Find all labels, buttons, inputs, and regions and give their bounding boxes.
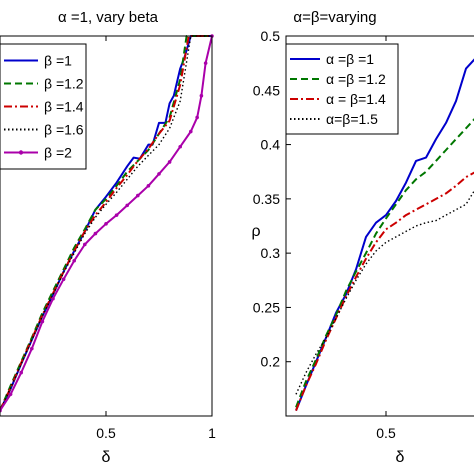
right-chart-legend-label: α =β =1 [326,51,374,67]
left-chart-xtick-label: 0.5 [96,425,116,441]
left-chart-series-point [146,184,151,188]
left-chart-legend-label: β =1.4 [44,99,84,115]
left-chart-title: α =1, vary beta [58,9,159,26]
left-chart-xlabel: δ [102,449,111,466]
left-chart-series-point [114,213,119,217]
right-chart-ticks: 0.5 0.2 0.25 0.3 0.35 0.4 0.45 0.5 [253,28,396,441]
right-chart-ytick-label: 0.35 [253,191,280,207]
left-chart-legend-label: β =1.6 [44,122,84,138]
left-chart-series-point [19,370,24,375]
left-chart-series-point [83,242,87,247]
left-chart-series-point [104,222,108,226]
left-chart-xtick-label: 1 [208,425,216,441]
left-chart-series-point [51,296,55,301]
right-chart-ytick-label: 0.3 [261,245,281,261]
left-chart: α =1, vary beta δ 0.5 1 β =1β =1.2β =1.4β… [0,9,216,466]
right-chart-series-line-2 [295,118,474,408]
left-chart-legend-marker [18,150,24,155]
left-chart-legend-label: β =1 [44,53,72,69]
left-chart-series-point [178,144,182,149]
right-chart-ytick-label: 0.4 [261,137,281,153]
left-chart-series-point [189,129,193,134]
right-chart-xlabel: δ [396,449,405,466]
left-chart-series-point [203,61,208,65]
right-chart-legend-label: α =β =1.2 [326,71,386,87]
right-chart-ytick-label: 0.5 [261,28,281,44]
left-chart-frame [0,35,213,417]
left-chart-series-line-4 [0,35,212,411]
left-chart-series-point [136,193,140,198]
right-chart-legend-label: α=β=1.5 [326,111,378,127]
left-chart-series-line-3 [0,35,212,412]
right-chart-legend: α =β =1 α =β =1.2 α = β=1.4 α=β=1.5 [285,43,399,135]
left-chart-legend-label: β =2 [44,145,72,161]
right-chart-series-line-4 [295,189,474,395]
left-chart-series-point [157,172,161,176]
right-chart: α=β=varying δ ρ 0.5 0.2 0.25 0.3 0.35 0.4 0.45… [251,9,474,466]
left-chart-series-point [40,319,45,324]
right-chart-series [295,58,474,411]
right-chart-frame [285,35,474,417]
right-chart-ytick-label: 0.2 [261,354,281,370]
right-chart-series-line-3 [295,171,474,411]
left-chart-series [0,34,214,413]
left-chart-series-point [61,277,66,282]
left-chart-series-point [167,160,172,164]
right-chart-title: α=β=varying [293,9,376,26]
left-chart-series-point [8,392,13,397]
left-chart-series-point [195,115,199,120]
left-chart-legend-label: β =1.2 [44,76,84,92]
left-chart-series-point [125,203,129,208]
right-chart-ytick-label: 0.25 [253,299,280,315]
right-chart-ylabel: ρ [251,223,260,240]
left-chart-series-point [30,346,34,351]
left-chart-legend: β =1 β =1.2 β =1.4 β =1.6 β =2 [0,43,87,170]
left-chart-legend-box [0,43,87,170]
left-chart-series-point [72,258,76,263]
right-chart-xtick-label: 0.5 [376,425,396,441]
right-chart-ytick-label: 0.45 [253,82,280,98]
left-chart-series-point [93,231,98,236]
left-chart-series-point [199,93,204,98]
right-chart-legend-label: α = β=1.4 [326,91,386,107]
